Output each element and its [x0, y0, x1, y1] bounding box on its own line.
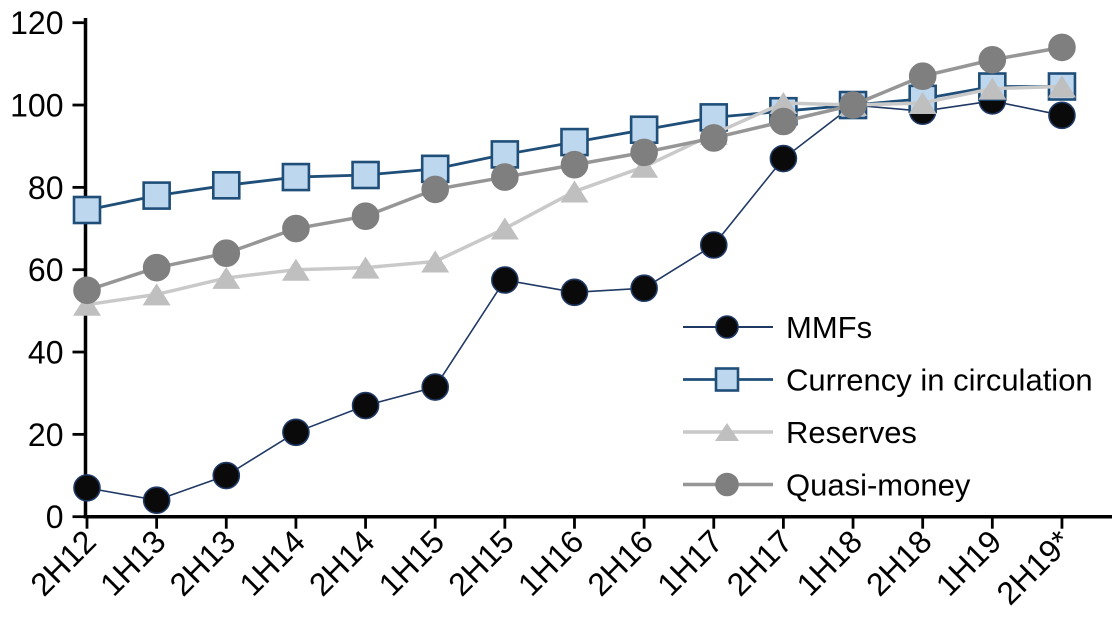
legend-label: MMFs — [786, 310, 872, 345]
x-axis-tick-label: 2H17 — [720, 523, 800, 603]
x-axis-tick-label: 2H13 — [163, 523, 243, 603]
marker-circle — [212, 461, 241, 490]
x-axis-tick-label: 2H16 — [581, 523, 661, 603]
series-quasi-money — [73, 33, 1076, 305]
y-axis-tick-label: 20 — [28, 417, 64, 453]
marker-square — [281, 162, 311, 192]
marker-triangle — [212, 266, 241, 289]
x-axis-tick-label: 1H18 — [789, 523, 869, 603]
marker-triangle — [978, 77, 1007, 100]
marker-circle — [282, 418, 310, 447]
marker-square — [714, 367, 740, 392]
x-axis-tick-label: 2H18 — [859, 523, 939, 603]
marker-square — [490, 140, 520, 169]
marker-circle — [715, 472, 739, 497]
marker-triangle — [715, 423, 739, 441]
marker-circle — [560, 278, 589, 307]
marker-circle — [769, 144, 798, 173]
x-axis-tick-label: 1H17 — [650, 523, 730, 603]
series-mmfs — [73, 87, 1076, 515]
marker-triangle — [73, 293, 101, 316]
marker-circle — [1048, 101, 1076, 130]
marker-square — [72, 195, 102, 225]
legend-item: MMFs — [683, 310, 872, 345]
marker-triangle — [281, 258, 310, 281]
legend-label: Quasi-money — [786, 468, 971, 503]
marker-circle — [142, 253, 171, 282]
marker-circle — [839, 91, 867, 119]
marker-square — [560, 127, 589, 157]
marker-square — [699, 103, 729, 132]
marker-circle — [351, 391, 380, 420]
marker-circle — [769, 107, 798, 136]
x-axis-tick-label: 1H16 — [511, 523, 591, 603]
marker-triangle — [560, 180, 589, 203]
marker-circle — [630, 274, 658, 303]
marker-square — [211, 171, 241, 200]
marker-circle — [908, 62, 937, 91]
marker-square — [351, 160, 380, 190]
marker-circle — [491, 163, 519, 191]
marker-square — [142, 181, 171, 210]
marker-triangle — [351, 256, 380, 279]
marker-circle — [73, 474, 101, 502]
x-axis-tick-label: 2H14 — [302, 523, 382, 603]
marker-triangle — [630, 155, 659, 178]
marker-circle — [421, 175, 450, 204]
marker-triangle — [769, 91, 798, 114]
y-axis-tick-label: 120 — [10, 5, 63, 41]
marker-circle — [560, 150, 589, 179]
marker-circle — [491, 266, 519, 294]
marker-circle — [699, 231, 728, 259]
x-axis-tick-label: 2H19* — [990, 523, 1078, 611]
marker-triangle — [490, 217, 519, 240]
legend-item: Currency in circulation — [683, 363, 1093, 398]
marker-circle — [699, 124, 728, 152]
marker-triangle — [908, 91, 937, 114]
x-axis-tick-label: 2H15 — [441, 523, 521, 603]
legend-item: Reserves — [683, 415, 917, 450]
legend-label: Reserves — [786, 415, 917, 450]
y-axis-tick-label: 0 — [46, 499, 64, 535]
y-axis-tick-label: 60 — [28, 252, 64, 288]
legend: MMFs Currency in circulation Reserves Quasi… — [683, 310, 1093, 503]
marker-triangle — [142, 283, 171, 306]
marker-triangle — [1047, 75, 1076, 98]
x-axis-tick-label: 1H15 — [372, 523, 452, 603]
marker-circle — [630, 138, 658, 167]
marker-circle — [715, 315, 739, 339]
marker-circle — [73, 276, 101, 305]
marker-circle — [142, 486, 171, 515]
y-axis-tick-label: 40 — [28, 335, 64, 371]
marker-circle — [282, 214, 310, 243]
marker-circle — [351, 202, 380, 230]
marker-triangle — [421, 250, 450, 273]
legend-label: Currency in circulation — [786, 363, 1093, 398]
y-axis-tick-label: 100 — [10, 88, 63, 124]
marker-circle — [978, 45, 1007, 74]
legend-item: Quasi-money — [683, 468, 971, 503]
y-axis-tick-label: 80 — [28, 170, 64, 206]
marker-circle — [212, 239, 241, 268]
marker-circle — [421, 373, 450, 401]
x-axis-tick-label: 1H14 — [232, 523, 312, 603]
x-axis-tick-label: 1H13 — [93, 523, 173, 603]
marker-circle — [1048, 33, 1076, 62]
